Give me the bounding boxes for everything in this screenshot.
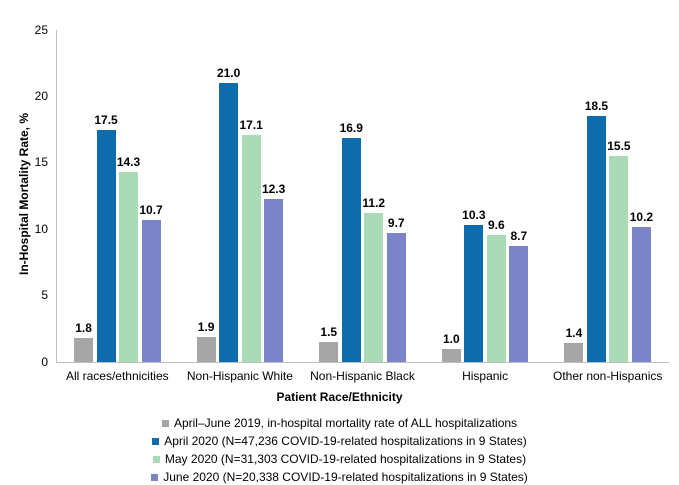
- bar-value-label: 1.0: [443, 331, 460, 346]
- bar-value-label: 1.4: [565, 326, 583, 341]
- y-tick-label: 15: [34, 155, 48, 170]
- x-axis-title: Patient Race/Ethnicity: [276, 390, 403, 404]
- bar: [464, 225, 484, 362]
- bar-value-label: 10.3: [462, 208, 486, 223]
- bar: [509, 246, 529, 362]
- category-label: Other non-Hispanics: [552, 369, 663, 383]
- legend-marker: [161, 419, 169, 427]
- bar: [564, 343, 584, 362]
- category-label: Non-Hispanic White: [186, 369, 293, 383]
- category-label: Non-Hispanic Black: [310, 369, 415, 383]
- bar: [631, 226, 651, 362]
- bar: [119, 172, 139, 362]
- bar: [264, 198, 284, 362]
- legend: April–June 2019, in-hospital mortality r…: [0, 414, 679, 485]
- bar: [386, 233, 406, 362]
- y-axis-line: [56, 30, 57, 363]
- bar: [441, 348, 461, 362]
- legend-marker: [152, 437, 160, 445]
- y-tick-label: 10: [34, 221, 48, 236]
- bar: [96, 129, 116, 362]
- y-axis-title: In-Hospital Mortality Rate, %: [17, 112, 31, 276]
- bar-value-label: 18.5: [584, 99, 609, 114]
- bar: [609, 156, 629, 362]
- legend-label: April 2020 (N=47,236 COVID-19-related ho…: [164, 434, 527, 448]
- y-tick-label: 5: [41, 288, 48, 303]
- bar-value-label: 16.9: [339, 120, 363, 135]
- bar: [141, 219, 161, 362]
- bar-value-label: 15.5: [607, 139, 631, 154]
- legend-label: April–June 2019, in-hospital mortality r…: [173, 416, 518, 430]
- bar-value-label: 12.3: [261, 181, 286, 196]
- bar: [196, 336, 216, 362]
- x-axis-line: [56, 362, 669, 363]
- legend-row: June 2020 (N=20,338 COVID-19-related hos…: [151, 468, 528, 485]
- bar-value-label: 17.1: [239, 117, 263, 132]
- legend-label: June 2020 (N=20,338 COVID-19-related hos…: [163, 470, 528, 484]
- legend-marker: [151, 473, 159, 481]
- bar-value-label: 1.9: [197, 319, 215, 334]
- legend-label: May 2020 (N=31,303 COVID-19-related hosp…: [164, 452, 527, 466]
- legend-marker: [152, 455, 160, 463]
- bar: [486, 234, 506, 362]
- bar-value-label: 9.7: [387, 216, 405, 231]
- category-label: Hispanic: [462, 369, 509, 383]
- bar-value-label: 14.3: [116, 155, 141, 170]
- bar: [319, 342, 339, 362]
- legend-row: May 2020 (N=31,303 COVID-19-related hosp…: [152, 450, 527, 468]
- bar-value-label: 9.6: [488, 217, 505, 232]
- y-tick-label: 0: [41, 354, 48, 369]
- category-label: All races/ethnicities: [65, 369, 169, 383]
- y-tick-label: 25: [34, 22, 48, 37]
- bar-value-label: 11.2: [362, 196, 386, 211]
- bar-value-label: 10.2: [629, 209, 654, 224]
- legend-row: April 2020 (N=47,236 COVID-19-related ho…: [152, 432, 527, 450]
- bar: [341, 137, 361, 362]
- y-tick-label: 20: [34, 88, 48, 103]
- bar-value-label: 21.0: [216, 66, 241, 81]
- bar: [364, 213, 384, 362]
- bar-value-label: 1.8: [75, 321, 92, 336]
- bar-value-label: 8.7: [510, 229, 528, 244]
- bar-value-label: 17.5: [94, 112, 118, 127]
- bar: [241, 134, 261, 362]
- bar: [219, 83, 239, 362]
- bar: [586, 116, 606, 362]
- bar-value-label: 1.5: [320, 325, 338, 340]
- bar: [74, 338, 94, 362]
- bar-value-label: 10.7: [139, 202, 163, 217]
- legend-row: April–June 2019, in-hospital mortality r…: [161, 414, 518, 432]
